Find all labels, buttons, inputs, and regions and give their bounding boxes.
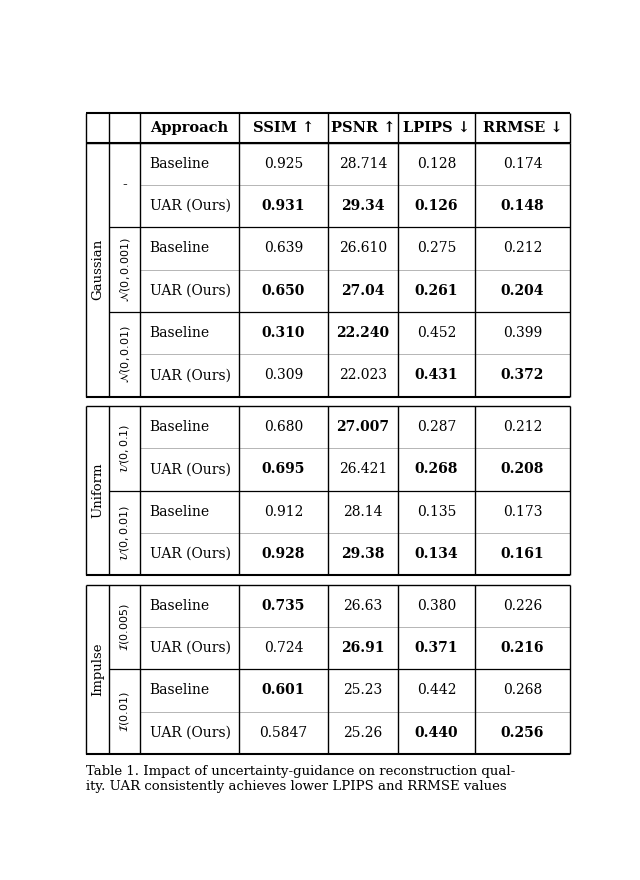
Text: LPIPS ↓: LPIPS ↓: [403, 121, 470, 135]
Text: 27.04: 27.04: [341, 283, 385, 297]
Text: 26.91: 26.91: [341, 641, 385, 655]
Text: Gaussian: Gaussian: [92, 239, 104, 300]
Text: 0.925: 0.925: [264, 157, 303, 171]
Text: 22.240: 22.240: [336, 326, 389, 341]
Text: 0.212: 0.212: [503, 420, 542, 434]
Text: 25.26: 25.26: [343, 726, 383, 740]
Text: 0.261: 0.261: [415, 283, 458, 297]
Text: Impulse: Impulse: [92, 642, 104, 696]
Text: 0.310: 0.310: [262, 326, 305, 341]
Text: 0.380: 0.380: [417, 598, 456, 612]
Text: $\mathcal{N}(0, 0.01)$: $\mathcal{N}(0, 0.01)$: [118, 326, 132, 384]
Text: 0.216: 0.216: [500, 641, 544, 655]
Text: 0.724: 0.724: [264, 641, 303, 655]
Text: 0.680: 0.680: [264, 420, 303, 434]
Text: 0.268: 0.268: [415, 462, 458, 476]
Text: UAR (Ours): UAR (Ours): [150, 369, 231, 383]
Text: UAR (Ours): UAR (Ours): [150, 547, 231, 561]
Text: 0.256: 0.256: [501, 726, 544, 740]
Text: 0.275: 0.275: [417, 241, 456, 255]
Text: 0.148: 0.148: [500, 199, 545, 213]
Text: 0.735: 0.735: [262, 598, 305, 612]
Text: 0.639: 0.639: [264, 241, 303, 255]
Text: Baseline: Baseline: [150, 505, 210, 519]
Text: UAR (Ours): UAR (Ours): [150, 726, 231, 740]
Text: 0.204: 0.204: [500, 283, 544, 297]
Text: PSNR ↑: PSNR ↑: [331, 121, 395, 135]
Text: 0.371: 0.371: [415, 641, 458, 655]
Text: UAR (Ours): UAR (Ours): [150, 283, 231, 297]
Text: 0.309: 0.309: [264, 369, 303, 383]
Text: 0.912: 0.912: [264, 505, 303, 519]
Text: UAR (Ours): UAR (Ours): [150, 462, 231, 476]
Text: UAR (Ours): UAR (Ours): [150, 199, 231, 213]
Text: Baseline: Baseline: [150, 157, 210, 171]
Text: UAR (Ours): UAR (Ours): [150, 641, 231, 655]
Text: SSIM ↑: SSIM ↑: [253, 121, 314, 135]
Text: 0.601: 0.601: [262, 684, 305, 698]
Text: Approach: Approach: [150, 121, 228, 135]
Text: $\mathcal{U}(0, 0.1)$: $\mathcal{U}(0, 0.1)$: [118, 423, 131, 473]
Text: 0.173: 0.173: [503, 505, 542, 519]
Text: 0.5847: 0.5847: [259, 726, 308, 740]
Text: 0.452: 0.452: [417, 326, 456, 341]
Text: RRMSE ↓: RRMSE ↓: [483, 121, 563, 135]
Text: $\mathcal{N}(0, 0.001)$: $\mathcal{N}(0, 0.001)$: [118, 237, 132, 302]
Text: 0.440: 0.440: [415, 726, 458, 740]
Text: Baseline: Baseline: [150, 420, 210, 434]
Text: $\mathcal{I}(0.005)$: $\mathcal{I}(0.005)$: [118, 603, 131, 651]
Text: 22.023: 22.023: [339, 369, 387, 383]
Text: 0.931: 0.931: [262, 199, 305, 213]
Text: 0.268: 0.268: [503, 684, 542, 698]
Text: 26.421: 26.421: [339, 462, 387, 476]
Text: 29.34: 29.34: [341, 199, 385, 213]
Text: 0.128: 0.128: [417, 157, 456, 171]
Text: 28.714: 28.714: [339, 157, 387, 171]
Text: 0.208: 0.208: [501, 462, 544, 476]
Text: Baseline: Baseline: [150, 684, 210, 698]
Text: 29.38: 29.38: [341, 547, 385, 561]
Text: 26.610: 26.610: [339, 241, 387, 255]
Text: 0.287: 0.287: [417, 420, 456, 434]
Text: -: -: [123, 178, 127, 192]
Text: $\mathcal{U}(0, 0.01)$: $\mathcal{U}(0, 0.01)$: [118, 505, 131, 561]
Text: 0.431: 0.431: [415, 369, 458, 383]
Text: 0.174: 0.174: [502, 157, 542, 171]
Text: 0.695: 0.695: [262, 462, 305, 476]
Text: 0.135: 0.135: [417, 505, 456, 519]
Text: 27.007: 27.007: [337, 420, 389, 434]
Text: Baseline: Baseline: [150, 241, 210, 255]
Text: 0.226: 0.226: [503, 598, 542, 612]
Text: 0.650: 0.650: [262, 283, 305, 297]
Text: 0.134: 0.134: [415, 547, 458, 561]
Text: 0.372: 0.372: [501, 369, 544, 383]
Text: Baseline: Baseline: [150, 598, 210, 612]
Text: 28.14: 28.14: [343, 505, 383, 519]
Text: 25.23: 25.23: [343, 684, 383, 698]
Text: 0.126: 0.126: [415, 199, 458, 213]
Text: 26.63: 26.63: [343, 598, 383, 612]
Text: $\mathcal{I}(0.01)$: $\mathcal{I}(0.01)$: [118, 691, 131, 732]
Text: Uniform: Uniform: [92, 463, 104, 518]
Text: 0.442: 0.442: [417, 684, 456, 698]
Text: Baseline: Baseline: [150, 326, 210, 341]
Text: 0.161: 0.161: [500, 547, 545, 561]
Text: 0.212: 0.212: [503, 241, 542, 255]
Text: 0.928: 0.928: [262, 547, 305, 561]
Text: 0.399: 0.399: [503, 326, 542, 341]
Text: Table 1. Impact of uncertainty-guidance on reconstruction qual-
ity. UAR consist: Table 1. Impact of uncertainty-guidance …: [86, 765, 515, 793]
